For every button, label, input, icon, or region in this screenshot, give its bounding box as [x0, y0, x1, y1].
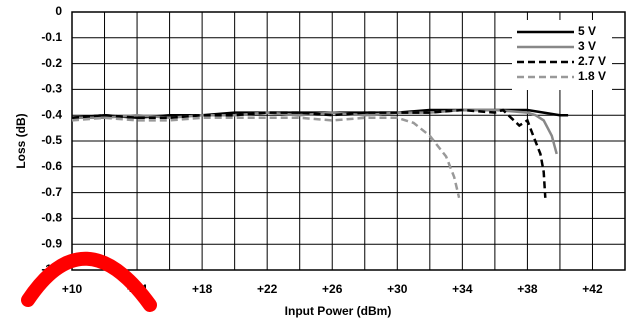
legend-label: 5 V [578, 24, 596, 38]
y-tick-label: -0.5 [41, 133, 62, 147]
x-tick-label: +30 [387, 282, 408, 296]
legend-label: 2.7 V [578, 54, 606, 68]
legend-label: 3 V [578, 39, 596, 53]
data-line [71, 108, 547, 198]
y-tick-label: -0.6 [41, 159, 62, 173]
x-axis-label: Input Power (dBm) [285, 304, 392, 318]
x-tick-label: +34 [452, 282, 473, 296]
x-tick-label: +10 [62, 282, 83, 296]
y-tick-label: -0.9 [41, 236, 62, 250]
y-tick-label: -0.7 [41, 185, 62, 199]
x-tick-label: +38 [517, 282, 538, 296]
x-tick-label: +42 [582, 282, 603, 296]
x-tick-label: +18 [192, 282, 213, 296]
y-axis-label: Loss (dB) [14, 113, 28, 168]
data-line [71, 108, 569, 120]
y-tick-label: 0 [55, 4, 62, 18]
annotation-arc [21, 251, 157, 312]
y-tick-label: -0.3 [41, 82, 62, 96]
x-tick-label: +22 [257, 282, 278, 296]
y-tick-label: -0.2 [41, 56, 62, 70]
legend-label: 1.8 V [578, 69, 606, 83]
plot-frame [71, 11, 626, 271]
data-line [72, 108, 558, 155]
y-tick-label: -0.8 [41, 211, 62, 225]
y-tick-label: -0.4 [41, 107, 62, 121]
x-tick-label: +26 [322, 282, 343, 296]
data-line [71, 116, 461, 199]
y-tick-label: -0.1 [41, 30, 62, 44]
